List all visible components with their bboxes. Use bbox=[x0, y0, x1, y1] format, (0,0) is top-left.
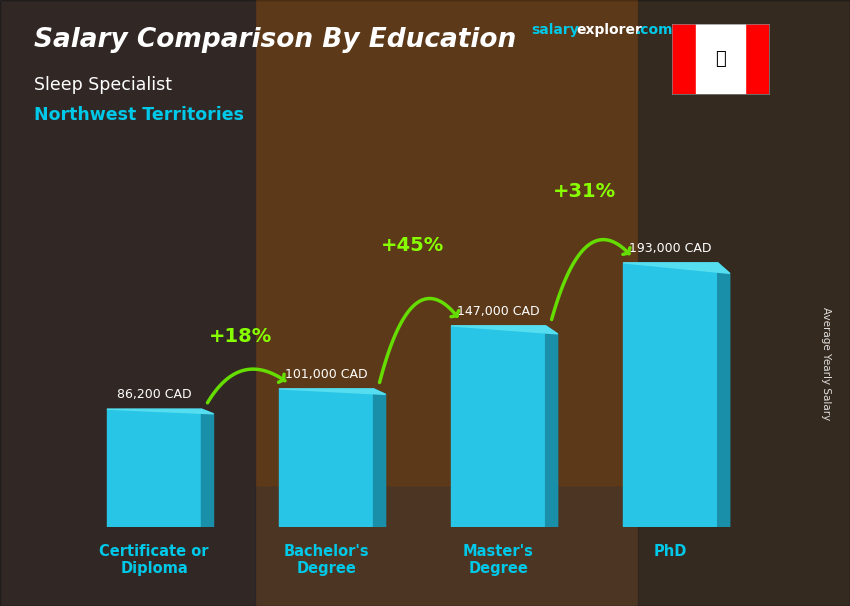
Bar bbox=[672, 24, 696, 94]
Bar bbox=[255, 0, 638, 485]
Text: 86,200 CAD: 86,200 CAD bbox=[116, 388, 191, 401]
Text: Salary Comparison By Education: Salary Comparison By Education bbox=[34, 27, 516, 53]
Bar bbox=[451, 326, 546, 527]
Polygon shape bbox=[107, 409, 213, 414]
Text: +45%: +45% bbox=[381, 236, 444, 255]
Bar bbox=[745, 24, 769, 94]
Text: Average Yearly Salary: Average Yearly Salary bbox=[821, 307, 831, 420]
Polygon shape bbox=[279, 389, 386, 395]
Text: Sleep Specialist: Sleep Specialist bbox=[34, 76, 172, 94]
Text: Northwest Territories: Northwest Territories bbox=[34, 106, 244, 124]
Polygon shape bbox=[201, 409, 213, 527]
Polygon shape bbox=[717, 263, 729, 527]
Polygon shape bbox=[451, 326, 558, 334]
Polygon shape bbox=[623, 263, 729, 273]
Text: 193,000 CAD: 193,000 CAD bbox=[629, 242, 711, 255]
Bar bbox=[279, 389, 373, 527]
Text: +31%: +31% bbox=[552, 182, 616, 201]
Text: +18%: +18% bbox=[208, 327, 272, 346]
Bar bbox=[638, 0, 850, 606]
Bar bbox=[696, 24, 745, 94]
Text: 147,000 CAD: 147,000 CAD bbox=[457, 305, 540, 318]
Text: .com: .com bbox=[636, 23, 673, 37]
Polygon shape bbox=[373, 389, 386, 527]
Text: 🍁: 🍁 bbox=[715, 50, 726, 68]
Bar bbox=[623, 263, 717, 527]
Polygon shape bbox=[546, 326, 558, 527]
Text: salary: salary bbox=[531, 23, 579, 37]
Text: 101,000 CAD: 101,000 CAD bbox=[285, 368, 367, 381]
Bar bbox=[107, 409, 201, 527]
Text: explorer: explorer bbox=[576, 23, 643, 37]
Bar bbox=[0, 0, 255, 606]
